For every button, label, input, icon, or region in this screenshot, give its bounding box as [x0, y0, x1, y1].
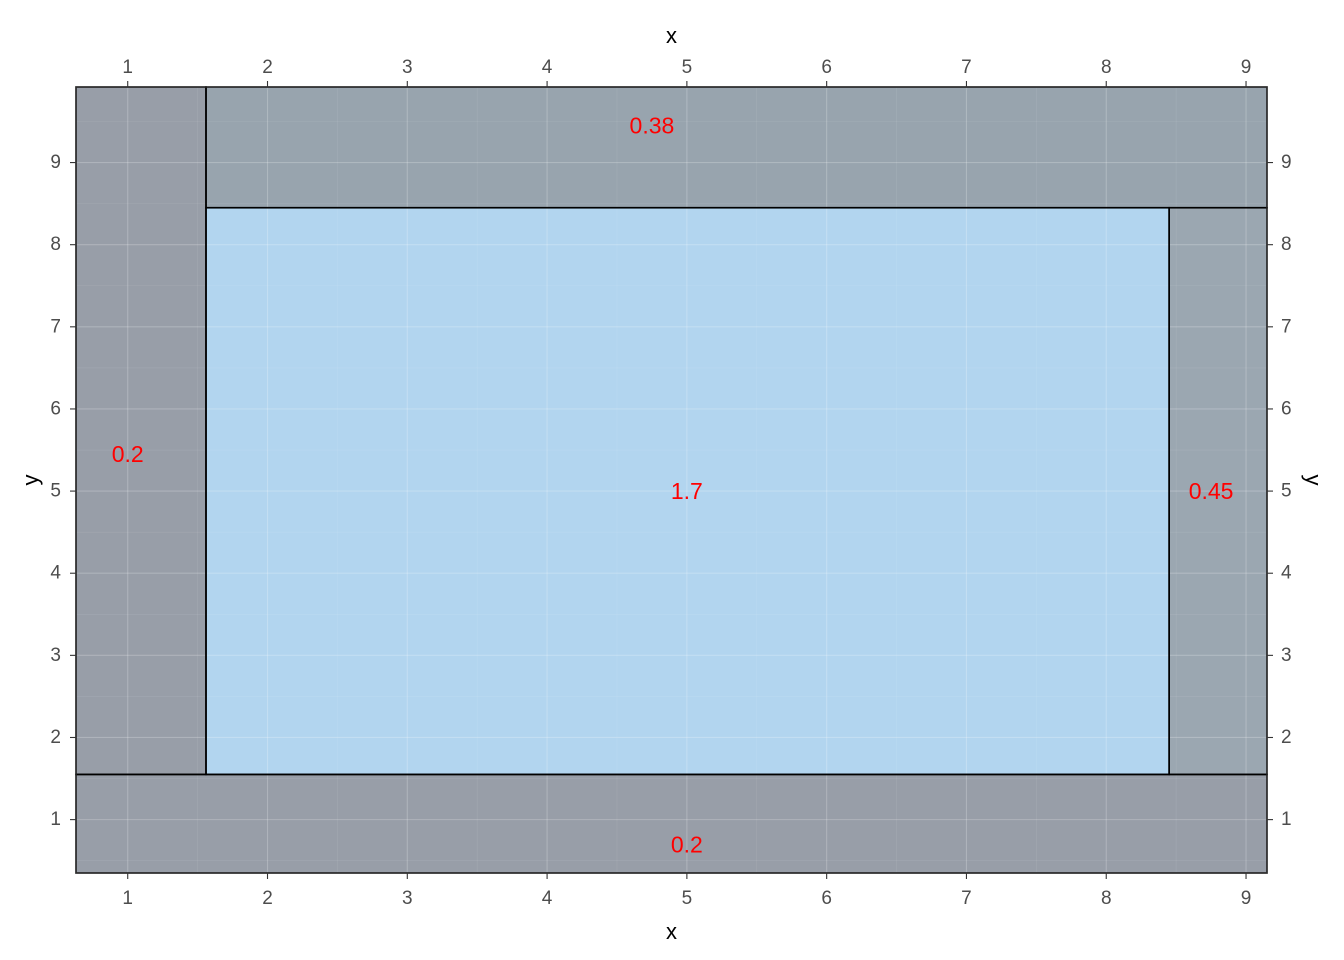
y-tick-label-left: 2	[50, 727, 61, 748]
y-tick-label-left: 1	[50, 809, 61, 830]
x-tick-label-top: 2	[262, 57, 273, 78]
grid-layer	[76, 87, 1267, 873]
y-tick-label-left: 5	[50, 481, 61, 502]
y-tick-label-right: 9	[1281, 152, 1292, 173]
y-tick-label-left: 8	[50, 234, 61, 255]
x-tick-label-top: 9	[1241, 57, 1252, 78]
x-tick-label-bottom: 9	[1241, 888, 1252, 909]
axes-layer: 1 1 2 2 3 3 4 4 5 5 6 6 7 7 8 8 9 9 1 1 2 2 3 3 4 4 5 5 6 6 7 7 8 8 9 9	[50, 57, 1292, 909]
y-tick-label-left: 9	[50, 152, 61, 173]
y-tick-label-left: 3	[50, 645, 61, 666]
x-tick-label-bottom: 1	[122, 888, 133, 909]
y-tick-label-right: 5	[1281, 481, 1292, 502]
region-bottom	[76, 774, 1267, 873]
region-right	[1169, 207, 1267, 775]
x-axis-title-top: x	[666, 23, 677, 48]
x-tick-label-bottom: 5	[682, 888, 693, 909]
x-tick-label-bottom: 7	[961, 888, 972, 909]
region-label-right: 0.45	[1189, 478, 1234, 504]
y-tick-label-right: 2	[1281, 727, 1292, 748]
x-tick-label-top: 5	[682, 57, 693, 78]
x-tick-label-bottom: 8	[1101, 888, 1112, 909]
x-tick-label-top: 3	[402, 57, 413, 78]
y-tick-label-right: 3	[1281, 645, 1292, 666]
x-tick-label-top: 7	[961, 57, 972, 78]
y-tick-label-left: 7	[50, 316, 61, 337]
x-tick-label-bottom: 4	[542, 888, 553, 909]
region-label-left: 0.2	[112, 441, 144, 467]
x-tick-label-top: 4	[542, 57, 553, 78]
region-label-bottom: 0.2	[671, 831, 703, 857]
regions-layer	[76, 87, 1267, 873]
x-axis-title-bottom: x	[666, 919, 677, 944]
x-tick-label-bottom: 2	[262, 888, 273, 909]
region-label-top: 0.38	[630, 113, 675, 139]
x-tick-label-top: 8	[1101, 57, 1112, 78]
y-tick-label-right: 1	[1281, 809, 1292, 830]
y-axis-title-right: y	[1301, 475, 1326, 486]
panel-border	[75, 86, 1268, 874]
region-top	[206, 87, 1267, 208]
y-tick-label-right: 8	[1281, 234, 1292, 255]
y-tick-label-right: 4	[1281, 563, 1292, 584]
y-axis-title-left: y	[18, 475, 43, 486]
region-labels: 1.7 0.2 0.38 0.45 0.2	[112, 113, 1234, 858]
region-center	[206, 207, 1170, 775]
region-label-center: 1.7	[671, 478, 703, 504]
x-tick-label-bottom: 3	[402, 888, 413, 909]
y-tick-label-right: 7	[1281, 316, 1292, 337]
y-tick-label-left: 4	[50, 563, 61, 584]
region-left	[76, 87, 207, 775]
x-tick-label-top: 6	[821, 57, 832, 78]
x-tick-label-bottom: 6	[821, 888, 832, 909]
x-tick-label-top: 1	[122, 57, 133, 78]
y-tick-label-left: 6	[50, 398, 61, 419]
y-tick-label-right: 6	[1281, 398, 1292, 419]
